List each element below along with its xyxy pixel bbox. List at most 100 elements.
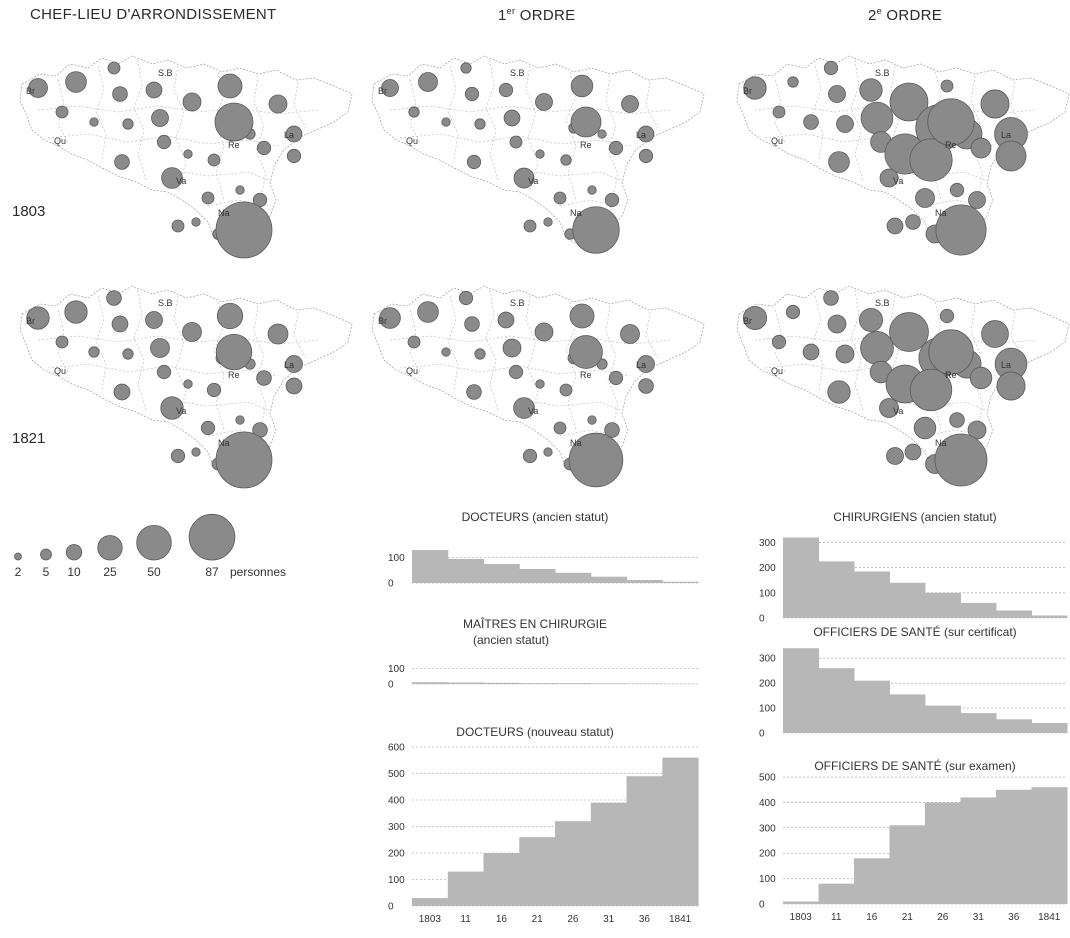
city-label: Br bbox=[743, 86, 752, 96]
population-circle bbox=[787, 76, 799, 88]
district-boundary bbox=[37, 105, 319, 115]
bar bbox=[412, 682, 449, 684]
population-circle bbox=[498, 82, 514, 98]
population-circle bbox=[915, 188, 935, 208]
legend-circle bbox=[188, 513, 236, 561]
population-circle bbox=[587, 185, 597, 195]
city-label: Br bbox=[26, 86, 35, 96]
y-tick-label: 0 bbox=[388, 579, 394, 590]
population-circle bbox=[408, 106, 420, 118]
city-label: La bbox=[636, 130, 646, 140]
population-circle bbox=[513, 167, 535, 189]
x-tick-label: 1803 bbox=[790, 912, 813, 923]
city-label: S.B bbox=[875, 68, 890, 78]
population-circle bbox=[508, 364, 524, 380]
city-label: Na bbox=[935, 438, 947, 448]
population-circle bbox=[145, 81, 163, 99]
district-boundary bbox=[253, 305, 267, 441]
population-circle bbox=[256, 140, 272, 156]
bar bbox=[447, 682, 485, 684]
population-circle bbox=[604, 192, 620, 208]
population-circle bbox=[967, 420, 987, 440]
population-circle bbox=[161, 167, 183, 189]
population-circle bbox=[570, 106, 602, 138]
city-label: Re bbox=[945, 140, 957, 150]
y-tick-label: 0 bbox=[388, 902, 394, 913]
population-circle bbox=[170, 448, 186, 464]
bar bbox=[925, 802, 961, 904]
row-label-1821: 1821 bbox=[12, 430, 46, 447]
district-boundary bbox=[850, 289, 864, 411]
population-circle bbox=[285, 125, 303, 143]
population-circle bbox=[827, 380, 851, 404]
population-circle bbox=[771, 334, 787, 350]
population-circle bbox=[156, 364, 172, 380]
population-circle bbox=[568, 432, 624, 488]
population-circle bbox=[889, 82, 929, 122]
y-tick-label: 100 bbox=[388, 875, 405, 886]
y-tick-label: 100 bbox=[759, 588, 776, 599]
bar bbox=[996, 610, 1032, 618]
column-title-1er-ordre: 1er ORDRE bbox=[498, 6, 575, 24]
bar bbox=[854, 680, 890, 733]
population-circle bbox=[268, 94, 288, 114]
population-circle bbox=[156, 134, 172, 150]
population-circle bbox=[122, 348, 134, 360]
x-tick-label: 11 bbox=[831, 912, 842, 923]
bar bbox=[818, 668, 855, 733]
city-label: Qu bbox=[771, 136, 783, 146]
population-circle bbox=[608, 140, 624, 156]
city-label: Va bbox=[176, 176, 186, 186]
x-tick-label: 1841 bbox=[1038, 912, 1061, 923]
legend-size-label: 2 bbox=[15, 565, 22, 579]
population-circle bbox=[285, 355, 303, 373]
population-circle bbox=[217, 73, 243, 99]
bar bbox=[818, 561, 855, 618]
population-circle bbox=[466, 384, 482, 400]
population-circle bbox=[183, 149, 193, 159]
ordre-number: 1 bbox=[498, 7, 507, 24]
ordre-word: ORDRE bbox=[881, 7, 943, 24]
population-circle bbox=[996, 371, 1026, 401]
bar bbox=[626, 683, 663, 684]
population-circle bbox=[886, 447, 904, 465]
population-circle bbox=[939, 308, 955, 324]
population-circle bbox=[543, 447, 553, 457]
city-label: Va bbox=[528, 406, 538, 416]
map-1803-2e-ordre: Br Qu S.B Re La Va Na bbox=[736, 55, 1070, 256]
bar bbox=[889, 694, 926, 733]
population-circle bbox=[464, 86, 480, 102]
population-circle bbox=[886, 217, 904, 235]
x-tick-label: 26 bbox=[567, 914, 579, 925]
bar bbox=[818, 883, 855, 904]
city-label: Br bbox=[26, 316, 35, 326]
population-circle bbox=[860, 331, 894, 365]
bar bbox=[483, 682, 520, 684]
population-circle bbox=[458, 290, 474, 306]
population-circle bbox=[417, 301, 439, 323]
y-tick-label: 300 bbox=[759, 654, 776, 665]
city-label: Br bbox=[378, 316, 387, 326]
bar bbox=[1031, 787, 1068, 904]
population-circle bbox=[201, 191, 215, 205]
y-tick-label: 300 bbox=[759, 823, 776, 834]
district-boundary bbox=[167, 169, 269, 181]
district-boundary bbox=[890, 65, 904, 191]
population-circle bbox=[835, 344, 855, 364]
population-circle bbox=[88, 346, 100, 358]
population-circle bbox=[621, 95, 639, 113]
population-circle bbox=[934, 433, 988, 487]
x-tick-label: 36 bbox=[1008, 912, 1020, 923]
population-circle bbox=[742, 305, 768, 331]
population-circle bbox=[460, 62, 472, 74]
district-boundary bbox=[47, 363, 279, 377]
population-circle bbox=[55, 105, 69, 119]
city-label: Re bbox=[228, 370, 240, 380]
city-label: Br bbox=[378, 86, 387, 96]
population-circle bbox=[785, 304, 801, 320]
bar bbox=[626, 776, 663, 906]
bar bbox=[590, 576, 628, 583]
bar bbox=[555, 572, 592, 583]
bar bbox=[996, 789, 1032, 904]
population-circle bbox=[182, 92, 202, 112]
